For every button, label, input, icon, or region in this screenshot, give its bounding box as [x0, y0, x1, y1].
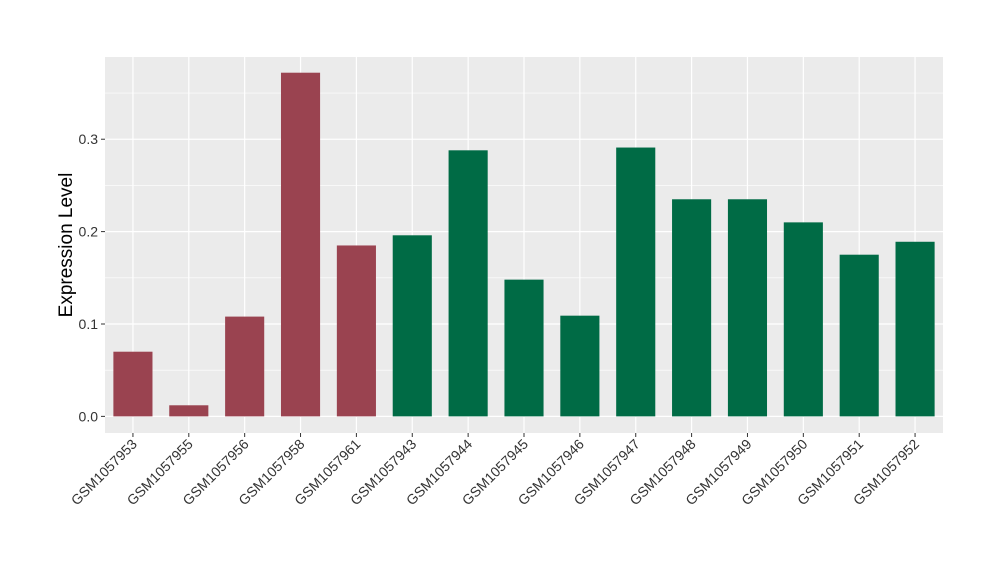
- y-axis-title: Expression Level: [56, 173, 77, 318]
- bar-GSM1057961: [336, 245, 376, 417]
- bar-GSM1057951: [839, 254, 879, 417]
- bar-GSM1057953: [113, 351, 153, 417]
- y-tick-label: 0.2: [79, 224, 99, 240]
- bar-GSM1057955: [169, 405, 209, 417]
- bar-GSM1057945: [504, 279, 544, 417]
- bars: [113, 72, 935, 417]
- y-tick-label: 0.1: [79, 316, 99, 332]
- bar-GSM1057944: [448, 150, 488, 417]
- bar-GSM1057956: [225, 316, 265, 417]
- x-axis: GSM1057953GSM1057955GSM1057956GSM1057958…: [68, 433, 922, 508]
- y-axis: 0.0 0.1 0.2 0.3: [79, 131, 105, 424]
- bar-GSM1057947: [616, 147, 656, 417]
- bar-GSM1057950: [783, 222, 823, 417]
- bar-GSM1057958: [280, 72, 321, 417]
- bar-GSM1057952: [895, 241, 935, 417]
- bar-GSM1057948: [672, 199, 712, 417]
- bar-GSM1057946: [560, 315, 600, 417]
- bar-GSM1057949: [727, 199, 768, 417]
- y-tick-label: 0.3: [79, 131, 99, 147]
- bar-GSM1057943: [392, 235, 432, 417]
- y-tick-label: 0.0: [79, 408, 99, 424]
